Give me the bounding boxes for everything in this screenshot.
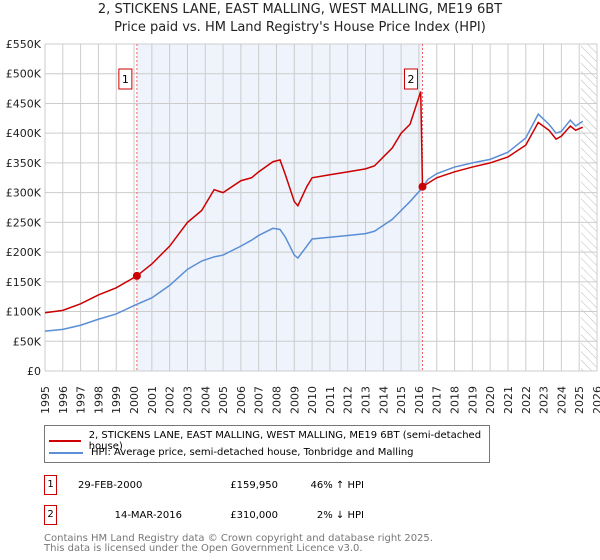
x-tick-label: 2026 bbox=[591, 386, 600, 414]
x-tick-label: 2023 bbox=[538, 386, 551, 414]
sale-point bbox=[132, 271, 141, 280]
legend-label: 2, STICKENS LANE, EAST MALLING, WEST MAL… bbox=[88, 430, 482, 452]
x-tick-label: 2012 bbox=[342, 386, 355, 414]
sale-point bbox=[418, 182, 427, 191]
price-chart: 1995 1996 1997 1998 1999 2000 2001 2002 2003 2004… bbox=[6, 38, 600, 414]
table-row: 1 29-FEB-2000 £159,950 46% ↑ HPI bbox=[44, 475, 364, 495]
x-tick-label: 2022 bbox=[520, 386, 533, 414]
x-tick-label: 2018 bbox=[449, 386, 462, 414]
forecast-hatch bbox=[580, 44, 597, 371]
x-tick-label: 2007 bbox=[253, 386, 266, 414]
legend: 2, STICKENS LANE, EAST MALLING, WEST MAL… bbox=[44, 425, 490, 463]
x-tick-label: 2006 bbox=[235, 386, 248, 414]
sale-label: 1 bbox=[122, 73, 129, 86]
x-tick-label: 2014 bbox=[377, 386, 390, 414]
y-tick-label: £200K bbox=[6, 246, 42, 259]
legend-label: HPI: Average price, semi-detached house,… bbox=[91, 447, 414, 458]
x-tick-label: 2011 bbox=[324, 386, 337, 414]
legend-swatch-red bbox=[49, 440, 81, 442]
table-row: 2 14-MAR-2016 £310,000 2% ↓ HPI bbox=[44, 505, 364, 525]
x-tick-label: 2000 bbox=[128, 386, 141, 414]
y-tick-label: £550K bbox=[6, 38, 42, 51]
sale-price: £159,950 bbox=[230, 479, 278, 491]
property-price-line bbox=[44, 91, 584, 314]
y-tick-label: £0 bbox=[27, 365, 41, 378]
legend-swatch-blue bbox=[49, 451, 83, 454]
chart-subtitle: Price paid vs. HM Land Registry's House … bbox=[114, 20, 486, 35]
sale-date: 29-FEB-2000 bbox=[78, 479, 143, 491]
x-tick-label: 2009 bbox=[288, 386, 301, 414]
x-tick-label: 2017 bbox=[431, 386, 444, 414]
x-tick-label: 2016 bbox=[413, 386, 426, 414]
x-tick-label: 2020 bbox=[484, 386, 497, 414]
x-tick-label: 2021 bbox=[502, 386, 515, 414]
y-tick-label: £450K bbox=[6, 97, 42, 110]
legend-item-property: 2, STICKENS LANE, EAST MALLING, WEST MAL… bbox=[49, 430, 489, 452]
x-tick-label: 2015 bbox=[395, 386, 408, 414]
x-tick-label: 2024 bbox=[555, 386, 568, 414]
y-tick-label: £400K bbox=[6, 127, 42, 140]
y-tick-label: £500K bbox=[6, 68, 42, 81]
x-tick-label: 2001 bbox=[146, 386, 159, 414]
sale-label: 2 bbox=[407, 73, 414, 86]
hpi-line bbox=[44, 112, 584, 332]
y-tick-label: £250K bbox=[6, 216, 42, 229]
y-tick-label: £50K bbox=[13, 335, 42, 348]
x-tick-label: 2019 bbox=[466, 386, 479, 414]
x-tick-label: 1996 bbox=[57, 386, 70, 414]
sale-label-box bbox=[403, 68, 418, 90]
x-tick-label: 1999 bbox=[110, 386, 123, 414]
chart-title: 2, STICKENS LANE, EAST MALLING, WEST MAL… bbox=[97, 2, 503, 17]
x-tick-label: 2002 bbox=[164, 386, 177, 414]
footer-line: Contains HM Land Registry data © Crown c… bbox=[44, 533, 433, 544]
x-tick-label: 1995 bbox=[39, 386, 52, 414]
x-tick-label: 2004 bbox=[199, 386, 212, 414]
y-tick-label: £100K bbox=[6, 306, 42, 319]
x-tick-label: 1997 bbox=[75, 386, 88, 414]
footer-line: This data is licensed under the Open Gov… bbox=[44, 543, 363, 554]
sale-period-shading bbox=[136, 44, 423, 371]
sale-label-box bbox=[118, 68, 133, 90]
x-tick-label: 2008 bbox=[270, 386, 283, 414]
sale-price: £310,000 bbox=[230, 509, 278, 521]
x-tick-label: 2010 bbox=[306, 386, 319, 414]
y-tick-label: £150K bbox=[6, 276, 42, 289]
legend-item-hpi: HPI: Average price, semi-detached house,… bbox=[49, 447, 414, 458]
footer: Contains HM Land Registry data © Crown c… bbox=[44, 534, 433, 554]
sale-hpi-diff: 2% ↓ HPI bbox=[316, 509, 364, 521]
sale-date: 14-MAR-2016 bbox=[114, 509, 182, 521]
x-tick-label: 2013 bbox=[360, 386, 373, 414]
x-tick-label: 2003 bbox=[181, 386, 194, 414]
x-tick-label: 2005 bbox=[217, 386, 230, 414]
y-tick-label: £350K bbox=[6, 157, 42, 170]
sale-marker-badge: 2 bbox=[44, 505, 57, 525]
y-tick-label: £300K bbox=[6, 187, 42, 200]
x-tick-label: 1998 bbox=[92, 386, 105, 414]
sale-hpi-diff: 46% ↑ HPI bbox=[310, 479, 364, 491]
x-tick-label: 2025 bbox=[573, 386, 586, 414]
sale-marker-badge: 1 bbox=[44, 475, 57, 495]
